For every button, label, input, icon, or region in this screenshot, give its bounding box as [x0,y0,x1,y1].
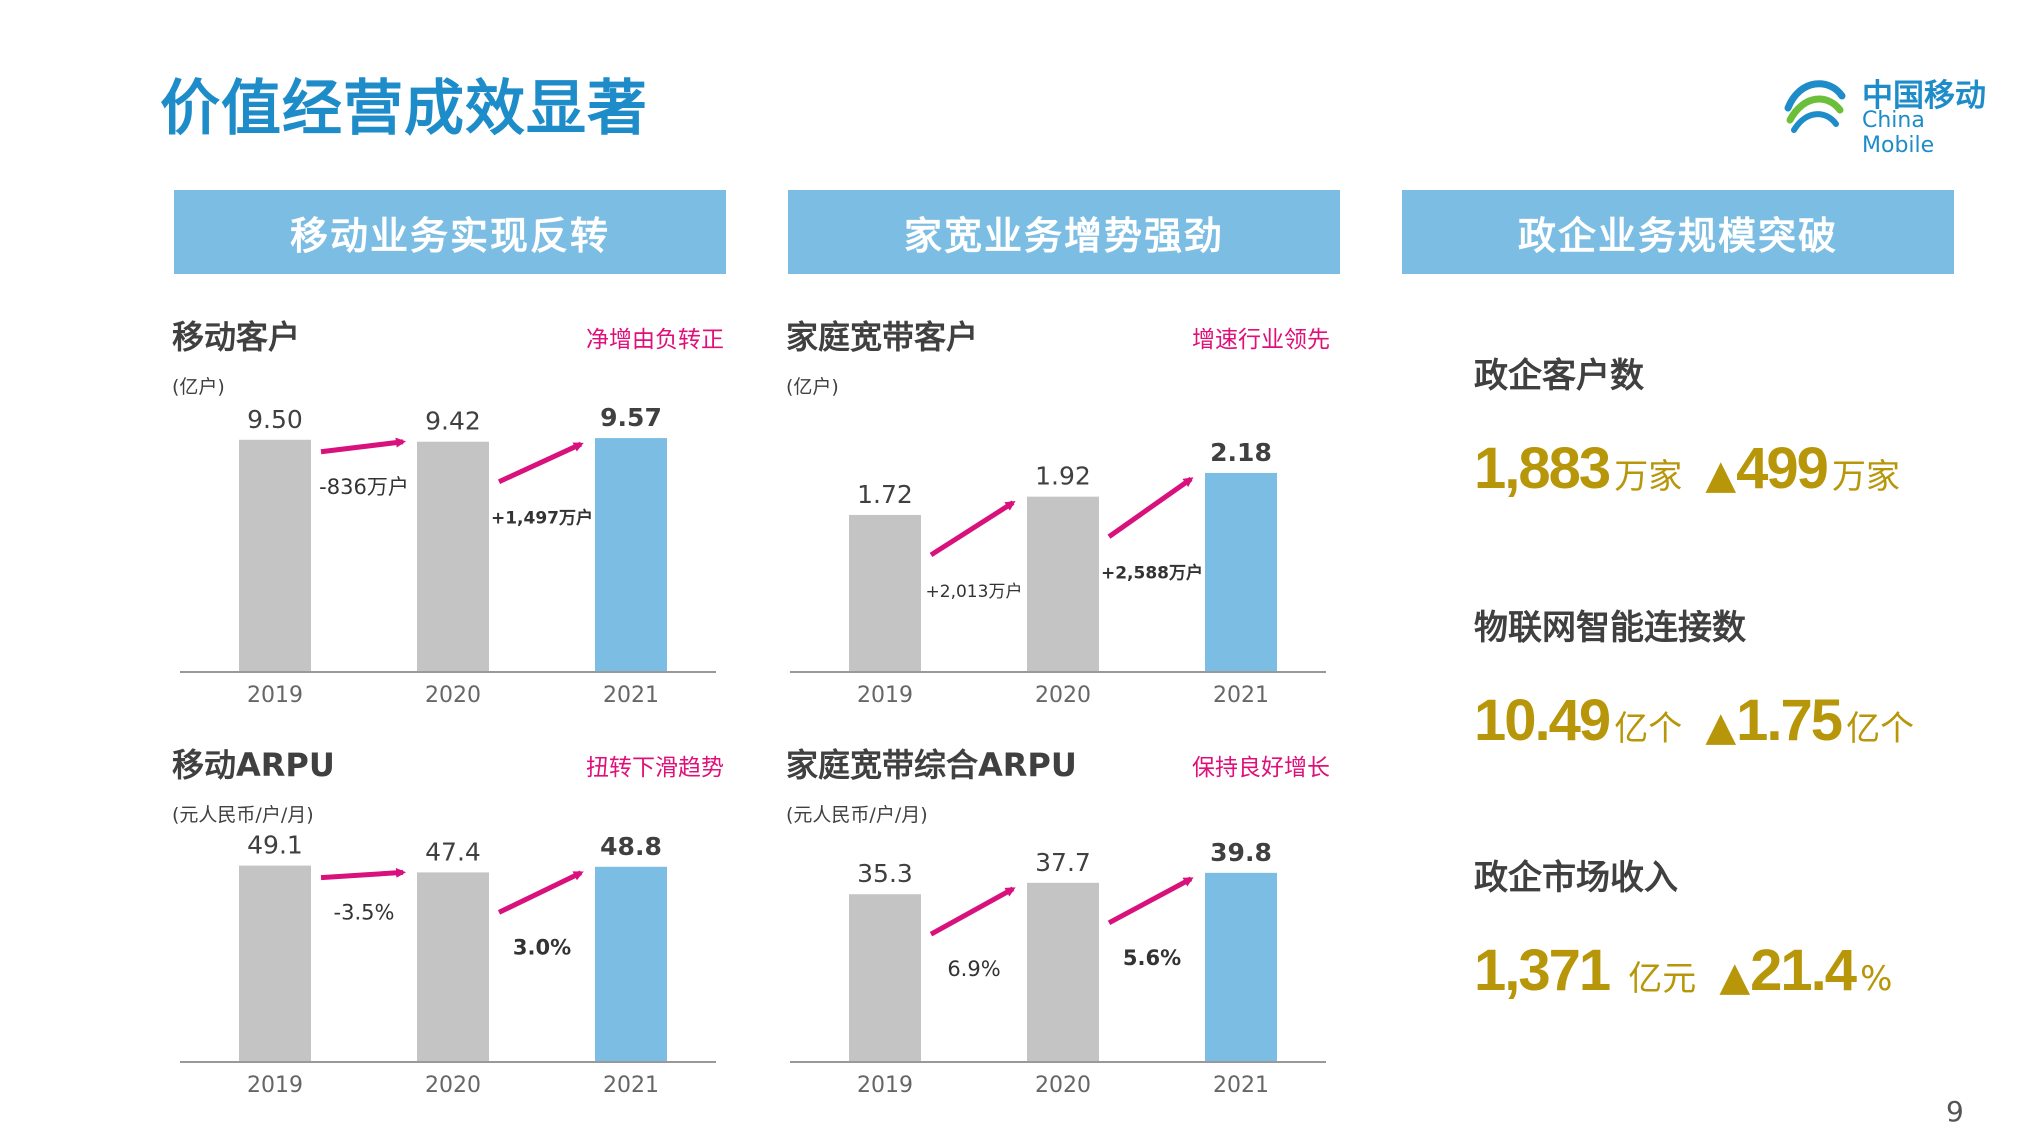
change-label: +2,588万户 [1101,563,1203,584]
value-label-2021: 39.8 [1210,838,1272,867]
logo-icon [1784,80,1846,133]
tick-label-2019: 2019 [857,1073,913,1098]
tick-label-2020: 2020 [425,683,481,708]
change-label: 3.0% [513,935,571,959]
change-arrow [497,870,584,915]
value-label-2020: 1.92 [1035,462,1091,491]
metric-growth: 21.4 [1750,938,1857,1003]
metric-value: 1,883 [1474,436,1611,501]
change-label: +2,013万户 [926,582,1023,602]
metric-growth-unit: % [1860,959,1893,999]
metric-value: 1,371 [1474,938,1611,1003]
metric-unit: 亿个 [1614,709,1683,749]
change-label: -836万户 [319,475,409,499]
change-arrow [320,867,406,881]
change-arrow [929,500,1016,558]
page-number: 9 [1946,1095,1964,1128]
chart-tag-broadband-customers: 增速行业领先 [1192,327,1330,353]
metric-unit: 万家 [1614,457,1683,497]
bar-2020 [417,441,489,672]
metric-growth-unit: 亿个 [1846,709,1915,749]
metric-value: 10.49 [1474,688,1611,753]
bar-2021 [1205,872,1277,1062]
enterprise-metric-iot: 物联网智能连接数 10.49 亿个 ▲1.75 亿个 [1474,600,1914,754]
chart-mobile-arpu: 49.1 2019 47.4 2020 48.8 2021 -3.5% 3.0% [180,831,716,1098]
value-label-2019: 1.72 [857,480,913,509]
chart-mobile-customers: 9.50 2019 9.42 2020 9.57 2021 -836万户 +1,497万户 [180,403,716,708]
value-label-2020: 9.42 [425,407,481,436]
change-arrow [1107,476,1194,539]
chart-unit-broadband-arpu: (元人民币/户/月) [786,804,928,826]
chart-title-mobile-customers: 移动客户 [172,318,301,356]
value-label-2019: 9.50 [247,405,303,434]
value-label-2019: 35.3 [857,859,913,888]
value-label-2020: 47.4 [425,837,481,866]
chart-title-mobile-arpu: 移动ARPU [172,746,335,784]
bar-2019 [849,894,921,1062]
bar-2019 [239,865,311,1062]
metric-label: 政企客户数 [1474,356,1644,396]
change-arrow [929,886,1016,937]
metric-growth-unit: 万家 [1831,457,1900,497]
value-label-2021: 48.8 [600,832,662,861]
change-label: -3.5% [334,901,395,925]
tick-label-2019: 2019 [857,683,913,708]
change-arrow [1107,876,1194,926]
band-broadband: 家宽业务增势强劲 [788,190,1340,274]
up-triangle-icon: ▲ [1705,704,1737,750]
china-mobile-logo: 中国移动 China Mobile [1780,64,2000,158]
page-title: 价值经营成效显著 [160,74,648,144]
bar-2020 [417,872,489,1062]
tick-label-2021: 2021 [603,1073,659,1098]
band-mobile: 移动业务实现反转 [174,190,726,274]
chart-unit-broadband-customers: (亿户) [786,376,839,398]
chart-broadband-customers: 1.72 2019 1.92 2020 2.18 2021 +2,013万户 +2,588万户 [790,438,1326,708]
band-enterprise: 政企业务规模突破 [1402,190,1954,274]
value-label-2019: 49.1 [247,831,303,860]
logo-en: China Mobile [1862,108,1935,158]
change-label: +1,497万户 [491,508,593,529]
bar-2019 [849,514,921,672]
bar-2021 [1205,472,1277,672]
tick-label-2019: 2019 [247,1073,303,1098]
change-arrow [320,437,406,455]
logo-cn: 中国移动 [1862,78,1986,114]
enterprise-metric-revenue: 政企市场收入 1,371 亿元 ▲21.4 % [1474,850,1892,1004]
up-triangle-icon: ▲ [1719,954,1751,1000]
metric-label: 物联网智能连接数 [1474,608,1746,648]
chart-title-broadband-arpu: 家庭宽带综合ARPU [786,746,1077,784]
tick-label-2021: 2021 [1213,1073,1269,1098]
bar-2019 [239,439,311,672]
change-label: 5.6% [1123,946,1181,970]
metric-unit: 亿元 [1628,959,1697,999]
chart-title-broadband-customers: 家庭宽带客户 [786,318,979,356]
metric-growth: 1.75 [1736,688,1843,753]
tick-label-2021: 2021 [603,683,659,708]
metric-growth: 499 [1736,436,1829,501]
enterprise-metric-customers: 政企客户数 1,883 万家 ▲499 万家 [1474,348,1900,502]
chart-unit-mobile-customers: (亿户) [172,376,225,398]
chart-broadband-arpu: 35.3 2019 37.7 2020 39.8 2021 6.9% 5.6% [790,838,1326,1098]
tick-label-2020: 2020 [1035,683,1091,708]
bar-2020 [1027,882,1099,1062]
chart-tag-broadband-arpu: 保持良好增长 [1192,755,1330,781]
tick-label-2021: 2021 [1213,683,1269,708]
change-label: 6.9% [947,957,1000,981]
bar-2021 [595,866,667,1062]
bar-2021 [595,438,667,672]
chart-unit-mobile-arpu: (元人民币/户/月) [172,804,314,826]
value-label-2021: 2.18 [1210,438,1272,467]
value-label-2021: 9.57 [600,403,662,432]
tick-label-2020: 2020 [425,1073,481,1098]
change-arrow [497,441,584,485]
bar-2020 [1027,496,1099,672]
tick-label-2019: 2019 [247,683,303,708]
up-triangle-icon: ▲ [1705,452,1737,498]
chart-tag-mobile-customers: 净增由负转正 [586,327,724,353]
chart-tag-mobile-arpu: 扭转下滑趋势 [586,755,724,781]
value-label-2020: 37.7 [1035,848,1091,877]
metric-label: 政企市场收入 [1474,858,1678,898]
tick-label-2020: 2020 [1035,1073,1091,1098]
